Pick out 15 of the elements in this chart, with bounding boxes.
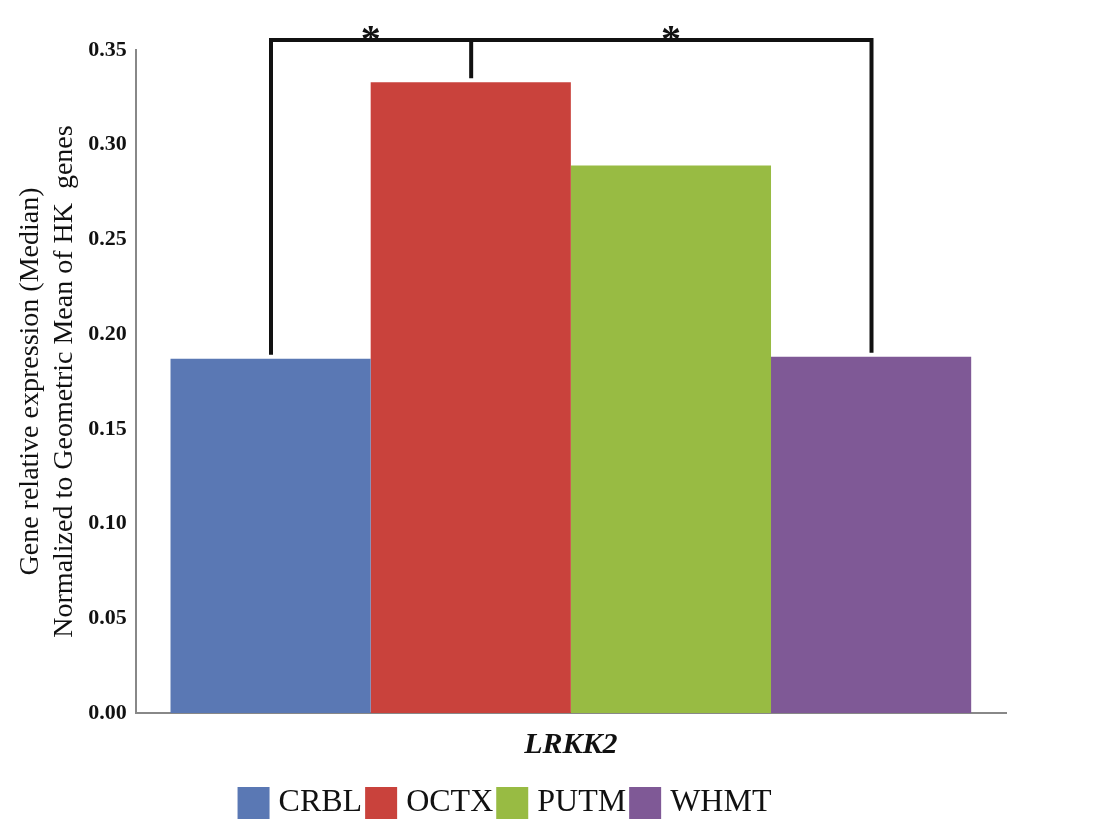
y-tick-label: 0.00: [88, 698, 127, 724]
legend-label: CRBL: [278, 782, 363, 819]
legend-label: OCTX: [406, 782, 494, 819]
y-tick-label: 0.10: [88, 509, 127, 535]
y-axis-title: Gene relative expression (Median) Normalized to Geometric Mean of HK genes: [13, 125, 78, 638]
legend-label: WHMT: [670, 782, 772, 819]
y-tick-label: 0.20: [88, 319, 127, 345]
y-tick-label: 0.30: [88, 130, 127, 156]
x-tick-label: LRKK2: [523, 725, 618, 759]
bar: [170, 358, 371, 713]
y-tick-label: 0.35: [88, 35, 127, 61]
y-tick-label: 0.25: [88, 225, 127, 251]
legend-label: PUTM: [537, 782, 627, 819]
y-tick-label: 0.05: [88, 603, 127, 629]
y-tick-label: 0.15: [88, 414, 127, 440]
